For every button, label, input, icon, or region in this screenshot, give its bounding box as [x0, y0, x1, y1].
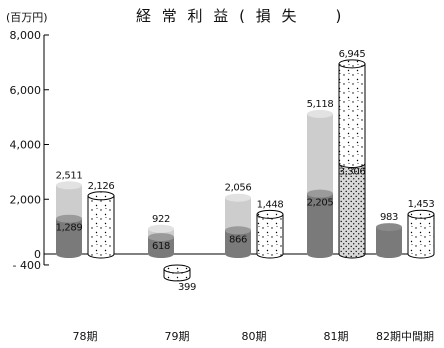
bar-group: 2,056 866 1,448 [225, 183, 284, 259]
unit-label: (百万円) [6, 11, 48, 24]
bar-lower-segment [225, 230, 251, 258]
dotted-bar-lower-segment [338, 162, 366, 259]
data-label: 1,453 [408, 199, 435, 210]
dotted-bar [407, 209, 435, 259]
data-label: 983 [380, 212, 398, 223]
bar-group: 983 1,453 [376, 199, 435, 259]
bar-lower-top [56, 214, 82, 223]
y-tick-label: 4,000 [10, 139, 42, 152]
bar-group: 922 618 399 [148, 214, 196, 293]
bar-group: 2,511 1,289 2,126 [56, 170, 115, 259]
data-label: 2,056 [225, 183, 252, 194]
bar-upper-top [225, 193, 251, 202]
dotted-bar-upper-segment [338, 63, 366, 168]
data-label: 2,126 [88, 181, 115, 192]
cylinder-body [256, 213, 284, 259]
dotted-bar-negative [163, 264, 191, 282]
gray-bar [148, 224, 174, 258]
bar-upper-segment [56, 185, 82, 223]
category-label: 80期 [242, 330, 267, 343]
bar-upper-segment [225, 197, 251, 235]
bar-upper-top [56, 181, 82, 190]
bar-lower-top [225, 226, 251, 235]
data-label: 866 [229, 234, 247, 245]
bar-lower-segment [376, 227, 402, 258]
y-tick-label: 0 [34, 248, 41, 261]
category-label: 78期 [73, 330, 98, 343]
data-label: 618 [152, 241, 170, 252]
data-label: 3,306 [339, 166, 366, 177]
gray-bar [376, 223, 402, 258]
category-labels: 78期 79期 80期 81期 82期中間期 [73, 330, 435, 343]
bar-upper-top [148, 224, 174, 233]
y-axis-ticks: 8,000 6,000 4,000 2,000 0- 400 [10, 29, 49, 272]
bar-lower-top [376, 223, 402, 232]
gray-bar [56, 181, 82, 258]
gray-bar [307, 109, 333, 258]
data-label: 1,289 [56, 223, 83, 234]
gray-bar [225, 193, 251, 258]
bar-lower-top [307, 189, 333, 198]
data-label: 1,448 [257, 199, 284, 210]
cylinder-top [256, 209, 284, 219]
data-label: 922 [152, 214, 170, 225]
dotted-bar [256, 209, 284, 259]
y-tick-label: 8,000 [10, 29, 42, 42]
category-label: 79期 [165, 330, 190, 343]
cylinder-top [163, 264, 191, 274]
dotted-bar-top [338, 59, 366, 69]
cylinder-top [87, 191, 115, 201]
chart-title: 経 常 利 益 ( 損 失 ) [136, 7, 344, 25]
data-label: 2,205 [307, 198, 334, 209]
data-label: 5,118 [307, 99, 334, 110]
y-tick-label: - 400 [13, 259, 41, 272]
bar-lower-top [148, 233, 174, 242]
bar-group: 5,118 2,205 3,306 6,945 [307, 49, 366, 259]
cylinder-body [407, 213, 435, 259]
category-label: 82期中間期 [376, 330, 434, 343]
data-label: 6,945 [339, 49, 366, 60]
bar-upper-segment [307, 113, 333, 198]
bars: 2,511 1,289 2,126 922 618 399 2,056 866 1,448 5,1… [56, 49, 435, 293]
data-label: 2,511 [56, 170, 83, 181]
y-tick-label: 2,000 [10, 193, 42, 206]
y-tick-label: 6,000 [10, 84, 42, 97]
data-label: 399 [178, 282, 196, 293]
dotted-bar [338, 59, 366, 259]
bar-upper-top [307, 109, 333, 118]
cylinder-body [87, 195, 115, 259]
dotted-bar [87, 191, 115, 259]
bar-lower-segment [148, 237, 174, 258]
bar-lower-segment [56, 218, 82, 258]
cylinder-top [407, 209, 435, 219]
category-label: 81期 [324, 330, 349, 343]
bar-lower-segment [307, 193, 333, 258]
